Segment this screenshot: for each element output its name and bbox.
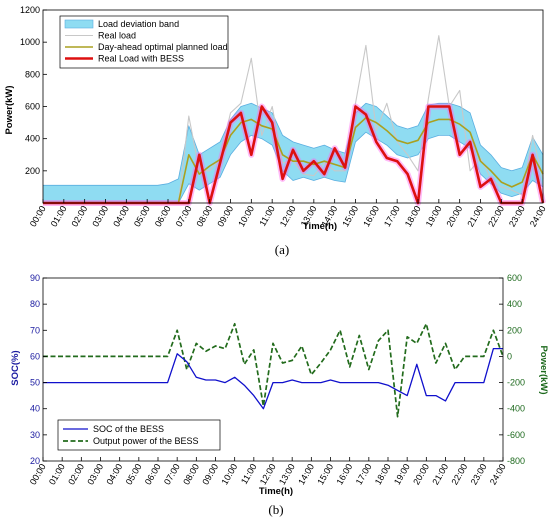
y-left-tick-label-20: 20 (30, 456, 40, 466)
deviation-band-upper-edge (43, 102, 544, 186)
chart-b-ylabel-right: Power(kW) (538, 345, 549, 394)
legend-swatch-load-deviation-band (64, 19, 94, 29)
x-tick-label-20-00: 20:00 (411, 462, 431, 487)
x-tick-label-03-00: 03:00 (90, 204, 110, 229)
x-tick-label-23-00: 23:00 (469, 462, 489, 487)
x-tick-label-05-00: 05:00 (132, 204, 152, 229)
legend-label-real-load-with-bess: Real Load with BESS (98, 54, 184, 64)
x-tick-label-22-00: 22:00 (486, 204, 506, 229)
x-tick-label-01-00: 01:00 (47, 462, 67, 487)
legend-label-soc-of-the-bess: SOC of the BESS (93, 424, 164, 434)
chart-a-xlabel: Time(h) (303, 221, 337, 232)
chart-a-caption: (a) (275, 242, 289, 257)
x-tick-label-15-00: 15:00 (315, 462, 335, 487)
x-tick-label-16-00: 16:00 (334, 462, 354, 487)
x-tick-label-12-00: 12:00 (258, 462, 278, 487)
y-right-tick-label-800: -800 (507, 456, 525, 466)
chart-b-caption: (b) (268, 502, 283, 517)
x-tick-label-03-00: 03:00 (85, 462, 105, 487)
chart-b-ylabel: SOC(%) (10, 350, 21, 385)
x-tick-label-17-00: 17:00 (382, 204, 402, 229)
x-tick-label-23-00: 23:00 (507, 204, 527, 229)
legend-label-load-deviation-band: Load deviation band (98, 19, 179, 29)
y-left-tick-label-30: 30 (30, 430, 40, 440)
y-left-tick-label-60: 60 (30, 351, 40, 361)
y-right-tick-label-400: -400 (507, 404, 525, 414)
x-tick-label-10-00: 10:00 (219, 462, 239, 487)
legend-box (57, 419, 221, 451)
series-output-power (43, 322, 504, 418)
x-tick-label-11-00: 11:00 (257, 204, 277, 228)
y-tick-label-1200: 1200 (20, 5, 40, 15)
x-tick-label-21-00: 21:00 (465, 204, 485, 229)
x-tick-label-13-00: 13:00 (277, 462, 297, 487)
x-tick-label-01-00: 01:00 (49, 204, 69, 229)
x-tick-label-22-00: 22:00 (449, 462, 469, 487)
y-left-tick-label-80: 80 (30, 299, 40, 309)
x-tick-label-00-00: 00:00 (28, 204, 48, 229)
y-left-tick-label-90: 90 (30, 273, 40, 283)
x-tick-label-09-00: 09:00 (215, 204, 235, 229)
x-tick-label-08-00: 08:00 (194, 204, 214, 229)
chart-b: 20 30 40 50 60 70 80 90 -800 -600 -400 -200 0 200 400 6… (10, 273, 549, 517)
x-tick-label-24-00: 24:00 (488, 462, 508, 487)
x-tick-label-21-00: 21:00 (430, 462, 450, 487)
x-tick-label-07-00: 07:00 (162, 462, 182, 487)
y-right-tick-label-600: 600 (507, 273, 522, 283)
x-tick-label-06-00: 06:00 (153, 204, 173, 229)
x-tick-label-18-00: 18:00 (403, 204, 423, 229)
x-tick-label-02-00: 02:00 (66, 462, 86, 487)
x-tick-label-16-00: 16:00 (361, 204, 381, 229)
y-right-tick-label-600: -600 (507, 430, 525, 440)
chart-b-xlabel: Time(h) (259, 486, 293, 497)
x-tick-label-08-00: 08:00 (181, 462, 201, 487)
x-tick-label-10-00: 10:00 (236, 204, 256, 229)
x-tick-label-07-00: 07:00 (174, 204, 194, 229)
legend-label-day-ahead-optimal-planned-load: Day-ahead optimal planned load (98, 42, 228, 52)
chart-b-legend: SOC of the BESS Output power of the BESS (57, 419, 221, 451)
y-tick-label-800: 800 (25, 69, 40, 79)
x-tick-label-14-00: 14:00 (296, 462, 316, 487)
x-tick-label-15-00: 15:00 (340, 204, 360, 229)
y-tick-label-1000: 1000 (20, 37, 40, 47)
y-tick-label-200: 200 (25, 166, 40, 176)
y-left-tick-label-40: 40 (30, 404, 40, 414)
x-tick-label-17-00: 17:00 (354, 462, 374, 487)
y-right-tick-label-200: 200 (507, 325, 522, 335)
series-soc (43, 347, 503, 410)
legend-label-real-load: Real load (98, 31, 136, 41)
chart-a: 200 400 600 800 1000 1200 00:00 01:00 02:00 03:00… (4, 5, 548, 257)
chart-a-ylabel: Power(kW) (4, 85, 15, 134)
x-tick-label-06-00: 06:00 (143, 462, 163, 487)
y-tick-label-600: 600 (25, 102, 40, 112)
x-tick-label-12-00: 12:00 (278, 204, 298, 229)
x-tick-label-05-00: 05:00 (124, 462, 144, 487)
x-tick-label-19-00: 19:00 (424, 204, 444, 229)
y-tick-label-400: 400 (25, 134, 40, 144)
y-left-tick-label-70: 70 (30, 325, 40, 335)
legend-label-output-power-of-the-bess: Output power of the BESS (93, 436, 199, 446)
x-tick-label-24-00: 24:00 (528, 204, 548, 229)
x-tick-label-09-00: 09:00 (200, 462, 220, 487)
x-tick-label-20-00: 20:00 (444, 204, 464, 229)
y-left-tick-label-50: 50 (30, 378, 40, 388)
x-tick-label-04-00: 04:00 (111, 204, 131, 229)
y-right-tick-label-0: 0 (507, 351, 512, 361)
x-tick-label-18-00: 18:00 (373, 462, 393, 487)
x-tick-label-04-00: 04:00 (104, 462, 124, 487)
y-right-tick-label-400: 400 (507, 299, 522, 309)
x-tick-label-11-00: 11:00 (239, 462, 259, 486)
x-tick-label-02-00: 02:00 (69, 204, 89, 229)
x-tick-label-19-00: 19:00 (392, 462, 412, 487)
y-right-tick-label-200: -200 (507, 378, 525, 388)
